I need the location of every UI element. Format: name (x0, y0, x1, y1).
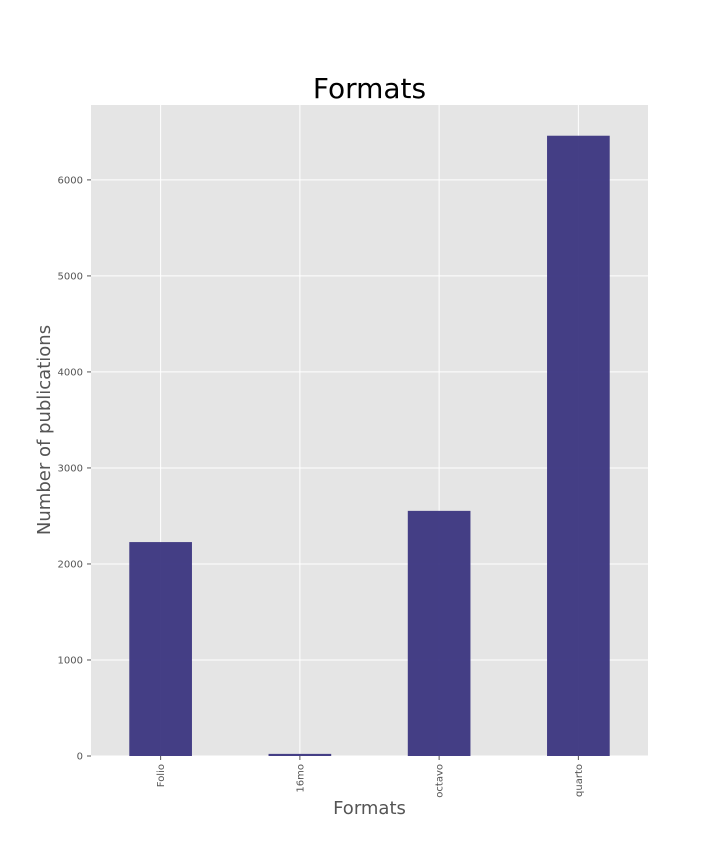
y-tick-label: 1000 (58, 655, 83, 666)
y-axis-ticks: 0 1000 2000 3000 4000 5000 6000 (58, 175, 91, 763)
x-tick-label: octavo (435, 764, 446, 798)
y-tick-label: 3000 (58, 463, 83, 474)
x-axis-ticks: Folio 16mo octavo quarto (156, 756, 585, 798)
y-tick-label: 2000 (58, 559, 83, 570)
x-tick-label: quarto (574, 764, 585, 797)
x-axis-label: Formats (333, 798, 406, 819)
y-tick-label: 0 (77, 752, 83, 763)
y-tick-label: 5000 (58, 271, 83, 282)
bar-folio (129, 542, 192, 756)
y-axis-label: Number of publications (34, 325, 55, 535)
x-tick-label: 16mo (295, 764, 306, 793)
bars (129, 135, 610, 757)
y-tick-label: 4000 (58, 367, 83, 378)
y-tick-label: 6000 (58, 175, 83, 186)
bar-quarto (547, 135, 610, 757)
bar-16mo (268, 753, 332, 756)
chart-title: Formats (313, 72, 426, 105)
x-tick-label: Folio (156, 764, 167, 787)
bar-octavo (407, 510, 471, 756)
